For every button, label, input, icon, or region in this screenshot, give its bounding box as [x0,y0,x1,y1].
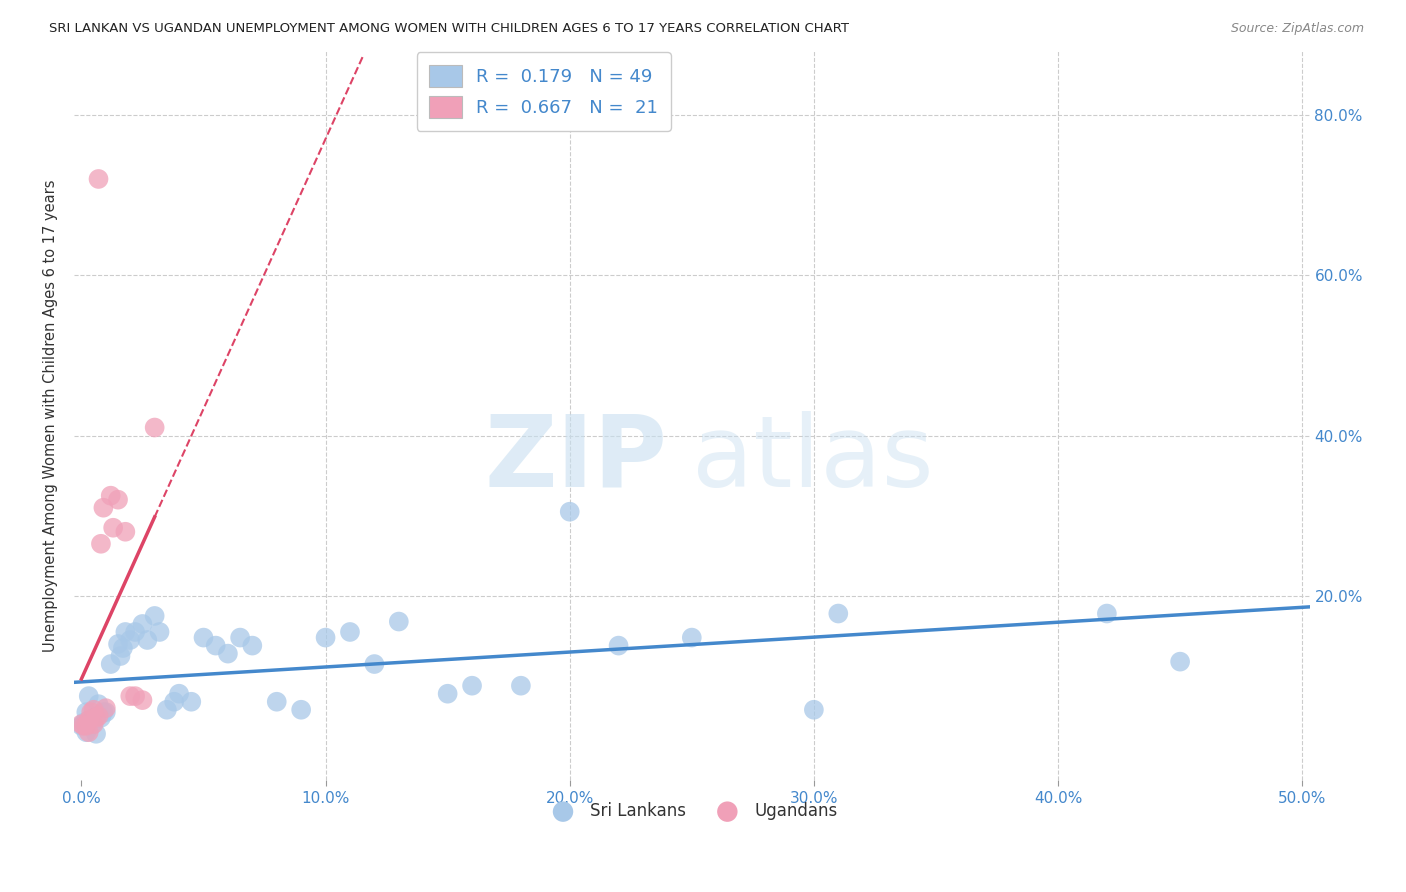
Point [217,647,239,661]
Point [83,703,105,717]
Point [70,719,93,733]
Point [87,172,110,186]
Point [94,701,117,715]
Y-axis label: Unemployment Among Women with Children Ages 6 to 17 years: Unemployment Among Women with Children A… [44,179,58,652]
Point [73,719,96,733]
Point [111,640,134,655]
Point [143,420,166,434]
Point [509,679,531,693]
Point [87,697,110,711]
Point [114,624,136,639]
Point [1095,607,1118,621]
Point [77,713,100,727]
Point [266,695,288,709]
Point [101,521,124,535]
Point [131,693,153,707]
Point [70,717,93,731]
Point [100,657,122,671]
Legend: Sri Lankans, Ugandans: Sri Lankans, Ugandans [540,796,844,827]
Point [114,524,136,539]
Point [94,705,117,719]
Text: atlas: atlas [692,411,934,508]
Point [339,624,361,639]
Point [87,709,110,723]
Point [827,607,849,621]
Point [77,689,100,703]
Point [77,713,100,727]
Point [607,639,630,653]
Point [163,695,186,709]
Point [204,639,226,653]
Point [110,648,132,663]
Point [80,719,103,733]
Point [681,631,703,645]
Point [90,537,112,551]
Point [120,689,142,703]
Text: ZIP: ZIP [484,411,666,508]
Text: SRI LANKAN VS UGANDAN UNEMPLOYMENT AMONG WOMEN WITH CHILDREN AGES 6 TO 17 YEARS : SRI LANKAN VS UGANDAN UNEMPLOYMENT AMONG… [49,22,849,36]
Point [436,687,458,701]
Point [75,705,97,719]
Point [180,695,202,709]
Point [93,705,115,719]
Point [83,711,105,725]
Point [124,624,146,639]
Point [84,727,107,741]
Point [83,717,105,731]
Text: Source: ZipAtlas.com: Source: ZipAtlas.com [1230,22,1364,36]
Point [75,725,97,739]
Point [80,705,103,719]
Point [803,703,825,717]
Point [388,615,411,629]
Point [193,631,215,645]
Point [167,687,190,701]
Point [240,639,263,653]
Point [461,679,484,693]
Point [100,489,122,503]
Point [93,500,115,515]
Point [156,703,179,717]
Point [107,492,129,507]
Point [290,703,312,717]
Point [107,637,129,651]
Point [131,616,153,631]
Point [77,725,100,739]
Point [315,631,337,645]
Point [136,632,159,647]
Point [73,715,96,730]
Point [90,711,112,725]
Point [229,631,252,645]
Point [84,711,107,725]
Point [1168,655,1191,669]
Point [558,505,581,519]
Point [120,632,142,647]
Point [148,624,170,639]
Point [124,689,146,703]
Point [143,609,166,624]
Point [75,719,97,733]
Point [363,657,385,671]
